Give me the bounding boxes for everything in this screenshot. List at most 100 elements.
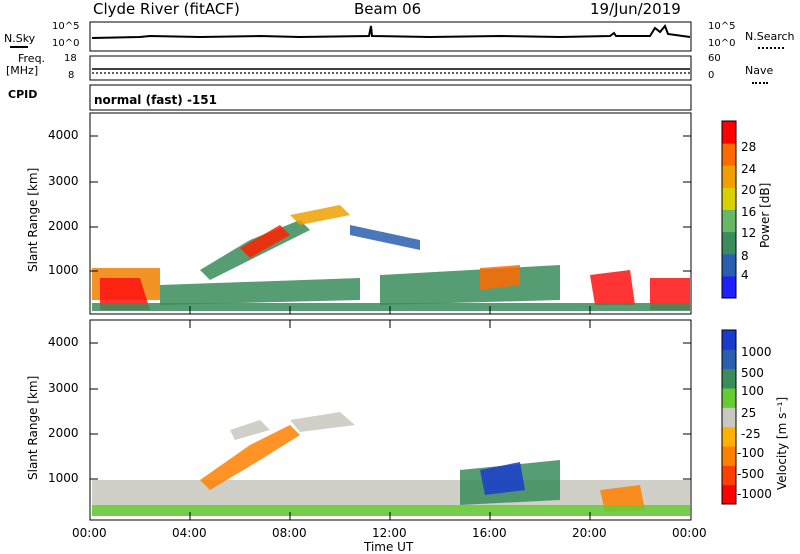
velocity-ytick-4000: 4000 xyxy=(48,335,79,349)
freq-label-2: [MHz] xyxy=(6,64,39,77)
date-title: 19/Jun/2019 xyxy=(590,0,681,18)
vel-cbar-tick-m25: -25 xyxy=(741,427,761,441)
vel-cbar-tick-m100: -100 xyxy=(737,446,765,460)
nave-bottom: 0 xyxy=(708,70,715,81)
noise-trace xyxy=(91,24,691,39)
station-title: Clyde River (fitACF) xyxy=(93,0,240,18)
freq-panel xyxy=(89,55,692,81)
power-colorbar-swatch xyxy=(722,209,736,233)
power-colorbar-swatch xyxy=(722,253,736,277)
power-patch xyxy=(100,278,150,310)
beam-title: Beam 06 xyxy=(354,0,422,18)
power-cbar-tick-12: 12 xyxy=(741,226,757,240)
velocity-patch xyxy=(290,412,355,432)
xtick-2000: 20:00 xyxy=(572,526,607,540)
power-ytick-4000: 4000 xyxy=(48,128,79,142)
velocity-colorbar-swatch xyxy=(722,426,736,447)
velocity-ytick-1000: 1000 xyxy=(48,471,79,485)
xtick-2400: 00:00 xyxy=(672,526,707,540)
power-ytick-2000: 2000 xyxy=(48,219,79,233)
power-patch xyxy=(650,278,690,310)
cpid-label: CPID xyxy=(8,88,38,101)
velocity-patch xyxy=(480,462,525,495)
velocity-patch xyxy=(230,420,270,440)
power-patch xyxy=(240,225,290,258)
noise-left-bottom: 10^0 xyxy=(52,38,80,49)
velocity-colorbar-swatch xyxy=(722,330,736,350)
power-colorbar-swatch xyxy=(722,275,736,299)
velocity-colorbar-frame xyxy=(721,329,737,505)
vel-cbar-tick-25: 25 xyxy=(741,406,757,420)
velocity-yticks xyxy=(90,342,691,480)
nave-legend-line xyxy=(752,82,768,84)
velocity-heatmap xyxy=(92,412,690,516)
velocity-colorbar-swatch xyxy=(722,484,736,505)
velocity-colorbar-swatch xyxy=(722,388,736,408)
nsky-label: N.Sky xyxy=(4,32,36,45)
vel-cbar-tick-100: 100 xyxy=(741,384,764,398)
xtick-0400: 04:00 xyxy=(172,526,207,540)
noise-left-top: 10^5 xyxy=(52,21,80,32)
xtick-0800: 08:00 xyxy=(272,526,307,540)
velocity-ytick-3000: 3000 xyxy=(48,381,79,395)
power-cbar-tick-28: 28 xyxy=(741,140,757,154)
nsearch-label: N.Search xyxy=(745,30,795,43)
cpid-value: normal (fast) -151 xyxy=(94,93,217,107)
power-yticks xyxy=(90,135,691,272)
vel-cbar-label: Velocity [m s⁻¹] xyxy=(775,396,789,490)
power-patch xyxy=(290,205,350,225)
x-ticks xyxy=(189,306,591,520)
velocity-colorbar-swatch xyxy=(722,465,736,486)
velocity-ylabel: Slant Range [km] xyxy=(26,375,40,480)
power-ylabel: Slant Range [km] xyxy=(26,167,40,272)
power-patch xyxy=(160,278,360,305)
power-colorbar-swatch xyxy=(722,187,736,210)
velocity-colorbar-swatch xyxy=(722,349,736,370)
xtick-1600: 16:00 xyxy=(472,526,507,540)
power-cbar-label: Power [dB] xyxy=(758,182,772,248)
noise-right-top: 10^5 xyxy=(708,21,736,32)
velocity-patch xyxy=(92,505,690,516)
power-patch xyxy=(480,265,520,290)
power-patch xyxy=(590,270,635,305)
vel-cbar-tick-500: 500 xyxy=(741,366,764,380)
vel-cbar-tick-1000: 1000 xyxy=(741,345,772,359)
nsky-legend-line xyxy=(10,46,28,48)
power-cbar-tick-16: 16 xyxy=(741,205,757,219)
freq-bottom: 8 xyxy=(68,70,75,81)
nave-top: 60 xyxy=(708,53,721,64)
power-colorbar xyxy=(721,120,737,299)
power-cbar-tick-24: 24 xyxy=(741,162,757,176)
power-cbar-tick-8: 8 xyxy=(741,249,749,263)
freq-label-1: Freq. xyxy=(18,52,46,65)
noise-panel xyxy=(89,21,692,52)
freq-top: 18 xyxy=(64,53,77,64)
velocity-colorbar-swatch xyxy=(722,368,736,389)
power-patch xyxy=(350,225,420,250)
power-patch xyxy=(380,265,560,305)
power-cbar-tick-4: 4 xyxy=(741,268,749,282)
power-ytick-1000: 1000 xyxy=(48,263,79,277)
velocity-ytick-2000: 2000 xyxy=(48,426,79,440)
power-ytick-3000: 3000 xyxy=(48,174,79,188)
x-axis-label: Time UT xyxy=(364,540,414,554)
power-colorbar-swatch xyxy=(722,165,736,188)
vel-cbar-tick-m500: -500 xyxy=(737,467,765,481)
vel-cbar-tick-m1000: -1000 xyxy=(737,487,772,501)
velocity-patch xyxy=(200,425,300,490)
velocity-colorbar xyxy=(721,329,737,505)
nsearch-legend-line xyxy=(758,47,784,49)
power-colorbar-frame xyxy=(721,120,737,299)
velocity-colorbar-swatch xyxy=(722,446,736,466)
power-cbar-tick-20: 20 xyxy=(741,183,757,197)
power-colorbar-swatch xyxy=(722,143,736,166)
power-colorbar-swatch xyxy=(722,121,736,144)
cpid-panel xyxy=(89,84,692,111)
nave-label: Nave xyxy=(745,64,774,77)
power-colorbar-swatch xyxy=(722,231,736,255)
noise-right-bottom: 10^0 xyxy=(708,38,736,49)
xtick-0000: 00:00 xyxy=(72,526,107,540)
velocity-colorbar-swatch xyxy=(722,407,736,428)
xtick-1200: 12:00 xyxy=(372,526,407,540)
